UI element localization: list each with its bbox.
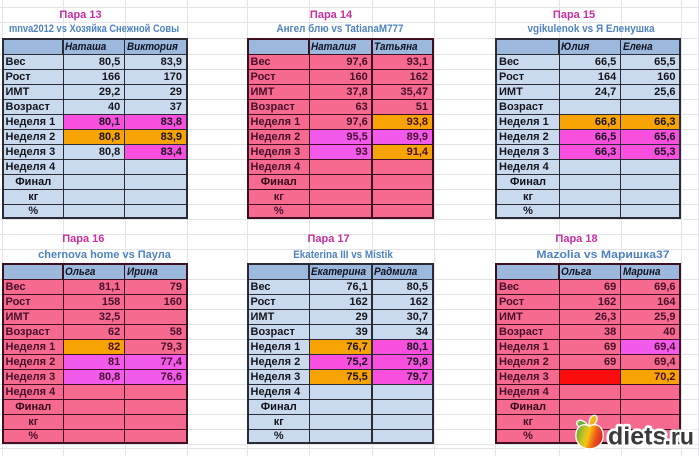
svg-text:diets: diets	[608, 422, 666, 450]
svg-text:.ru: .ru	[665, 423, 694, 449]
